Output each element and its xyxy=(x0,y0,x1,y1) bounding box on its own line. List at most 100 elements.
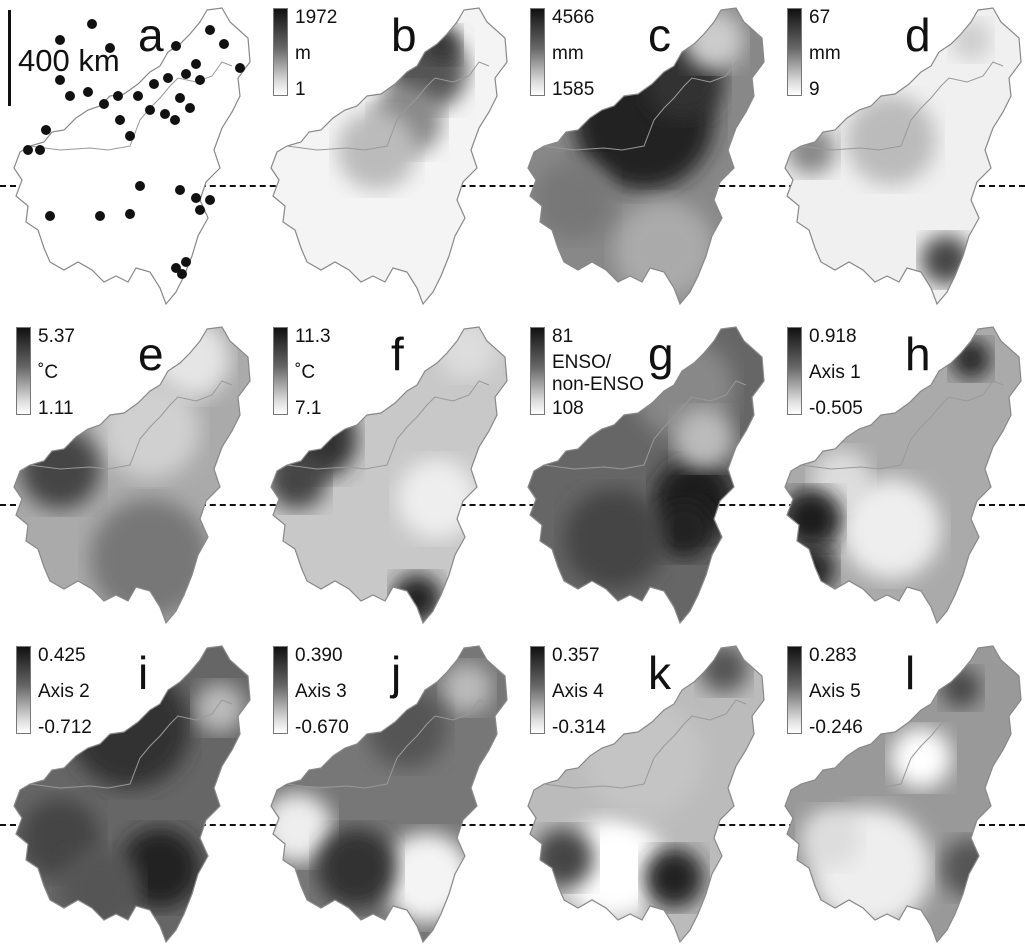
site-dot xyxy=(175,93,185,103)
site-dot xyxy=(177,269,187,279)
coastline-outline xyxy=(270,326,508,625)
shading-region xyxy=(699,646,749,693)
shading-region xyxy=(367,688,447,768)
site-dot xyxy=(175,185,185,195)
dashed-line-row-1 xyxy=(0,185,1025,187)
colorbar-unit-label-2: non-ENSO xyxy=(552,374,644,395)
colorbar-max-label: 81 xyxy=(552,326,574,347)
map-panel-b: b 1972 m 1 xyxy=(257,0,513,309)
map-panel-h: h 0.918 Axis 1 -0.505 xyxy=(771,319,1025,628)
colorbar-max-label: 0.283 xyxy=(809,645,857,666)
colorbar-max-label: 11.3 xyxy=(295,326,331,347)
shading-region xyxy=(891,728,951,788)
site-dot xyxy=(23,145,33,155)
panel-letter-k: k xyxy=(648,647,671,699)
site-dot xyxy=(145,105,155,115)
shading-region xyxy=(674,409,734,469)
shading-region xyxy=(785,489,841,549)
colorbar-unit-label: m xyxy=(295,43,311,64)
site-dot xyxy=(163,73,173,83)
map-panel-c: c 4566 mm 1585 xyxy=(514,0,770,309)
colorbar-unit-label: ENSO/ xyxy=(552,352,612,373)
map-panel-j: j 0.390 Axis 3 -0.670 xyxy=(257,638,513,947)
site-dot xyxy=(160,109,170,119)
panel-letter-g: g xyxy=(648,328,674,380)
site-dot xyxy=(125,131,135,141)
colorbar-max-label: 0.425 xyxy=(38,645,86,666)
panel-letter-i: i xyxy=(138,647,149,699)
political-border xyxy=(543,380,747,470)
shading-region xyxy=(337,110,417,190)
colorbar-unit-label: Axis 1 xyxy=(809,362,861,383)
colorbar-unit-label: Axis 2 xyxy=(38,681,90,702)
panel-letter-j: j xyxy=(391,647,402,699)
shading-region xyxy=(534,828,594,888)
borneo-map-j xyxy=(270,645,508,944)
colorbar xyxy=(16,646,31,734)
shading-region xyxy=(614,200,714,300)
political-border xyxy=(29,380,233,470)
borneo-map-h xyxy=(784,326,1022,625)
shading-region xyxy=(941,668,981,708)
shading-region xyxy=(271,449,327,509)
coastline-outline xyxy=(13,7,251,306)
political-border xyxy=(286,380,490,470)
site-dot xyxy=(83,87,93,97)
shading-region xyxy=(90,499,210,619)
political-border xyxy=(29,699,233,789)
colorbar-unit-label: Axis 3 xyxy=(295,681,347,702)
site-dot xyxy=(219,39,229,49)
panel-letter-l: l xyxy=(905,647,916,699)
shading-region xyxy=(941,838,1001,898)
colorbar xyxy=(787,646,802,734)
colorbar-max-label: 67 xyxy=(809,7,831,28)
site-dot xyxy=(45,211,55,221)
colorbar-max-label: 0.390 xyxy=(295,645,343,666)
shading-region xyxy=(786,544,836,594)
borneo-map-b xyxy=(270,7,508,306)
site-dot xyxy=(185,103,195,113)
shading-region xyxy=(195,683,245,733)
dashed-line-row-3 xyxy=(0,824,1025,826)
shading-region xyxy=(424,27,460,63)
site-dot xyxy=(55,75,65,85)
coastline-outline xyxy=(13,645,251,944)
colorbar-min-label: -0.712 xyxy=(38,717,92,738)
colorbar-max-label: 4566 xyxy=(552,7,595,28)
map-panel-f: f 11.3 ˚C 7.1 xyxy=(257,319,513,628)
political-border xyxy=(543,61,747,151)
site-dot xyxy=(133,91,143,101)
colorbar xyxy=(273,646,288,734)
shading-region xyxy=(684,10,744,70)
coastline-outline xyxy=(527,645,765,944)
site-dot xyxy=(181,69,191,79)
political-border xyxy=(286,61,490,151)
site-dot xyxy=(35,145,45,155)
borneo-map-g xyxy=(527,326,765,625)
panel-letter-h: h xyxy=(905,328,931,380)
colorbar-unit-label: mm xyxy=(809,43,841,64)
shading-region xyxy=(442,663,492,713)
shading-region xyxy=(921,235,971,285)
colorbar-max-label: 1972 xyxy=(295,7,338,28)
coastline-outline xyxy=(13,326,251,625)
colorbar-unit-label: mm xyxy=(552,43,584,64)
site-dot xyxy=(171,41,181,51)
colorbar xyxy=(530,8,545,96)
site-dot xyxy=(115,115,125,125)
shading-region xyxy=(644,848,704,908)
site-dot xyxy=(191,193,201,203)
map-panel-k: k 0.357 Axis 4 -0.314 xyxy=(514,638,770,947)
shading-region xyxy=(100,379,200,479)
colorbar xyxy=(273,327,288,415)
political-border xyxy=(800,699,1004,789)
site-dot xyxy=(87,19,97,29)
borneo-map-i xyxy=(13,645,251,944)
colorbar-min-label: 1 xyxy=(295,79,306,100)
political-border xyxy=(286,699,490,789)
coastline-outline xyxy=(784,326,1022,625)
map-panel-e: e 5.37 ˚C 1.11 xyxy=(0,319,256,628)
colorbar xyxy=(530,327,545,415)
coastline-outline xyxy=(270,645,508,944)
shading-region xyxy=(534,160,614,240)
